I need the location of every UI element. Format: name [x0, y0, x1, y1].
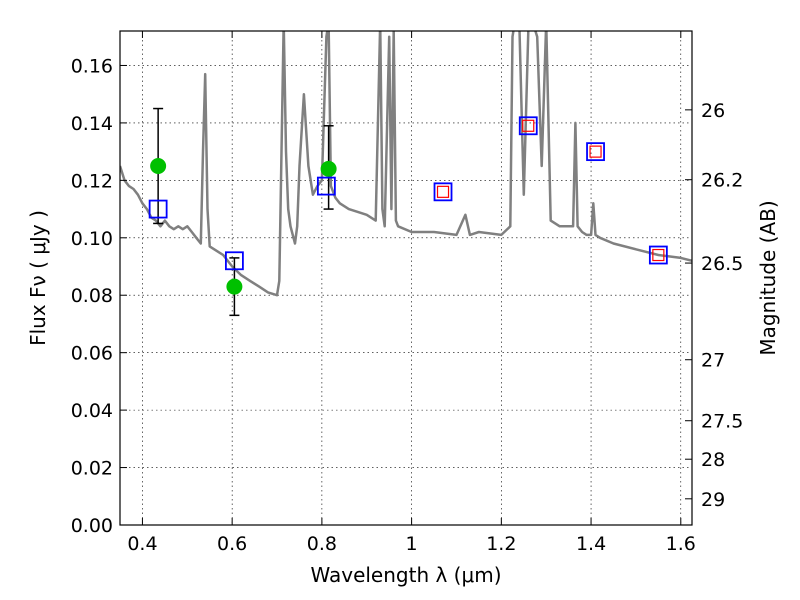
y2-tick-label: 27.5: [701, 411, 743, 433]
prediction-flux-square: [652, 248, 665, 262]
y2-tick-label: 26.5: [701, 253, 743, 275]
x-tick-label: 1.2: [486, 533, 516, 555]
y2-tick-label: 27: [701, 350, 725, 372]
x-tick-label: 0.8: [307, 533, 337, 555]
x-tick-label: 1.6: [666, 533, 696, 555]
y2-tick-label: 29: [701, 489, 725, 511]
model-flux-square: [648, 245, 668, 265]
y-tick-label: 0.06: [71, 343, 113, 365]
y-tick-label: 0.04: [71, 400, 113, 422]
y-tick-label: 0.02: [71, 458, 113, 480]
y-tick-label: 0.00: [71, 515, 113, 537]
axis-ticks: 0.4 0.6 0.8 1 1.2 1.4 1.6 0.00 0.02 0.04 0.06 0.08 0…: [71, 31, 743, 555]
y2-tick-label: 28: [701, 449, 725, 471]
photometry-markers-layer: [148, 107, 668, 317]
x-tick-label: 0.4: [127, 533, 157, 555]
observed-flux-point: [226, 278, 243, 295]
prediction-flux-square: [589, 145, 602, 158]
prediction-flux-square: [522, 119, 535, 132]
model-spectrum-line: [120, 31, 692, 297]
model-flux-square: [224, 251, 244, 271]
x-tick-label: 0.6: [217, 533, 247, 555]
model-flux-square: [148, 199, 168, 219]
y2-tick-label: 26: [701, 100, 725, 122]
x-tick-label: 1.4: [576, 533, 606, 555]
y-tick-label: 0.12: [71, 170, 113, 192]
y-tick-label: 0.14: [71, 113, 113, 135]
y-tick-label: 0.16: [71, 55, 113, 77]
model-flux-square: [518, 116, 538, 136]
model-spectrum-layer: [120, 31, 692, 297]
y-tick-label: 0.08: [71, 285, 113, 307]
model-flux-square: [433, 182, 453, 202]
observed-flux-point: [150, 157, 167, 174]
observed-flux-point: [320, 160, 337, 177]
y-axis-title: Flux Fν ( μJy ): [26, 210, 50, 346]
model-flux-square: [586, 142, 605, 162]
y2-axis-title: Magnitude (AB): [756, 200, 780, 355]
x-axis-title: Wavelength λ (μm): [310, 563, 501, 587]
y-tick-label: 0.10: [71, 228, 113, 250]
plot-frame: [119, 30, 693, 526]
x-tick-label: 1: [406, 533, 418, 555]
y2-tick-label: 26.2: [701, 170, 743, 192]
model-flux-square: [316, 176, 336, 196]
prediction-flux-square: [436, 185, 450, 198]
